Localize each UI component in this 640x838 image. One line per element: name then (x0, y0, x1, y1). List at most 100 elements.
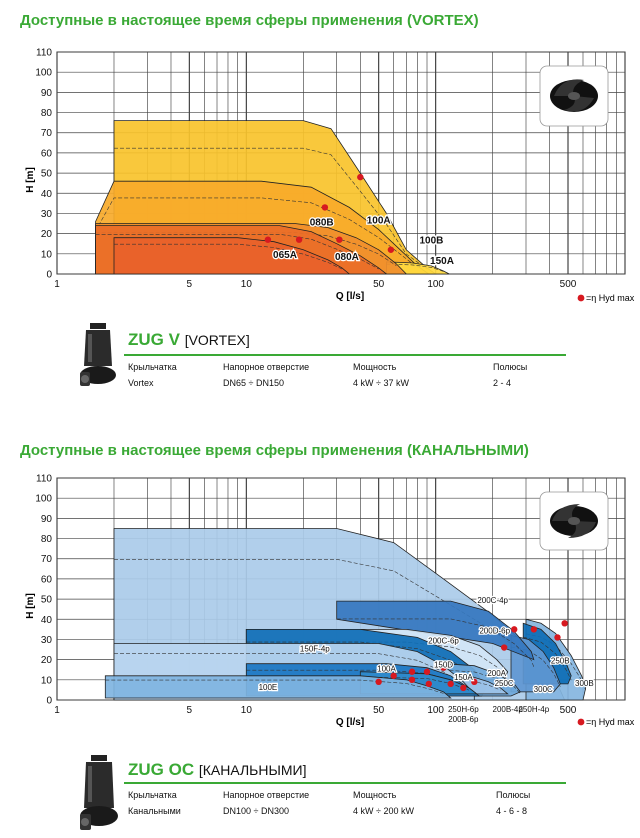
series-label: 100A (367, 216, 391, 227)
product-subtitle: [КАНАЛЬНЫМИ] (198, 762, 307, 778)
series-label: 200B-6p (448, 715, 479, 724)
x-tick-label: 500 (560, 705, 577, 716)
efficiency-point (440, 664, 447, 671)
x-tick-label: 5 (187, 279, 193, 290)
series-curve-100b (95, 197, 418, 268)
efficiency-point (295, 236, 303, 243)
value-power: 4 kW ÷ 200 kW (353, 806, 414, 816)
y-axis-label: H [m] (25, 593, 36, 619)
y-tick-label: 20 (41, 229, 53, 240)
series-curve-250c (443, 669, 521, 694)
series-label: 150A (454, 673, 473, 682)
series-area-200d-6p (336, 600, 535, 661)
efficiency-point (511, 626, 518, 633)
series-label: 080B (310, 218, 334, 229)
y-tick-label: 80 (41, 534, 53, 545)
y-tick-label: 30 (41, 635, 53, 646)
value-outlet: DN65 ÷ DN150 (223, 378, 284, 388)
value-outlet: DN100 ÷ DN300 (223, 806, 289, 816)
efficiency-point (561, 656, 568, 663)
y-tick-label: 100 (35, 68, 52, 79)
efficiency-point (387, 246, 395, 253)
legend: =η Hyd max (577, 293, 635, 303)
series-label: 250C (495, 679, 514, 688)
legend-marker (577, 718, 585, 726)
series-curve-100e (105, 679, 444, 694)
x-tick-label: 100 (427, 705, 444, 716)
series-label: 250B (551, 657, 570, 666)
x-axis-label: Q [l/s] (336, 717, 364, 728)
efficiency-point (390, 672, 397, 679)
y-tick-label: 0 (46, 696, 52, 707)
plot-area: 200C-4p 300B 250B 300C 200D-6p 200C-6p 150F-4p… (35, 474, 626, 724)
pump-zug-v-icon (80, 323, 116, 386)
efficiency-point (500, 644, 508, 651)
series-label: 250H-6p (448, 705, 479, 714)
y-tick-label: 100 (35, 494, 52, 505)
header-impeller: Крыльчатка (128, 362, 177, 372)
x-tick-label: 1 (54, 705, 60, 716)
x-tick-label: 500 (560, 279, 577, 290)
series-area-065a (113, 237, 351, 275)
divider (124, 782, 566, 784)
efficiency-point (530, 626, 538, 633)
value-poles: 2 - 4 (493, 378, 512, 388)
y-tick-label: 40 (41, 189, 53, 200)
series-area-100e (104, 675, 452, 699)
value-power: 4 kW ÷ 37 kW (353, 378, 409, 388)
series-label: 300B (575, 679, 594, 688)
legend: =η Hyd max (577, 717, 635, 727)
y-tick-label: 20 (41, 655, 53, 666)
efficiency-point (561, 620, 568, 627)
series-label: 080A (335, 252, 359, 263)
series-curve-250b (523, 636, 572, 681)
chart-vortex: 100A 100B 150A 080B 080A 065A 0 10 20 30 40 50 60 70 8… (25, 48, 635, 304)
y-tick-label: 50 (41, 595, 53, 606)
header-power: Мощность (353, 362, 397, 372)
y-tick-label: 80 (41, 108, 53, 119)
product-name: ZUG V (128, 330, 180, 349)
efficiency-point (423, 668, 431, 675)
efficiency-point (460, 684, 467, 692)
x-axis-label: Q [l/s] (336, 291, 364, 302)
series-label: 100A (377, 665, 396, 674)
y-tick-label: 60 (41, 148, 53, 159)
y-tick-label: 70 (41, 554, 53, 565)
product-title: ZUG OC [КАНАЛЬНЫМИ] (128, 760, 306, 780)
plot-area: 100A 100B 150A 080B 080A 065A 0 10 20 30 40 50 60 70 8… (35, 48, 626, 290)
efficiency-point (408, 676, 416, 684)
series-label: 250H-4p (518, 705, 549, 714)
value-impeller: Канальными (128, 806, 181, 816)
impeller-vortex-icon (539, 65, 609, 127)
chart-title-channel: Доступные в настоящее время сферы примен… (20, 442, 529, 459)
series-label: 100B (419, 236, 443, 247)
efficiency-point (447, 680, 454, 688)
x-tick-label: 5 (187, 705, 193, 716)
series-label: 150A (430, 256, 454, 267)
efficiency-point (554, 634, 561, 641)
series-curve-080a (95, 234, 379, 270)
y-axis-label: H [m] (25, 167, 36, 193)
impeller-channel-icon (539, 491, 609, 551)
series-curve-200a (435, 678, 501, 691)
pump-zug-oc-icon (80, 755, 118, 830)
header-outlet: Напорное отверстие (223, 790, 310, 800)
product-subtitle: [VORTEX] (184, 332, 250, 348)
header-power: Мощность (353, 790, 397, 800)
series-curve-100a (114, 147, 428, 270)
y-tick-label: 70 (41, 128, 53, 139)
series-label: 100E (259, 683, 278, 692)
series-curve-065a (114, 243, 343, 270)
chart-title-vortex: Доступные в настоящее время сферы примен… (20, 12, 479, 29)
y-tick-label: 10 (41, 675, 53, 686)
x-tick-label: 10 (241, 279, 253, 290)
series-curve-150a (386, 263, 444, 272)
series-label: 200C-4p (477, 596, 508, 605)
y-tick-label: 50 (41, 169, 53, 180)
efficiency-point (471, 678, 478, 686)
y-tick-label: 40 (41, 615, 53, 626)
y-tick-label: 60 (41, 574, 53, 585)
series-label: 150D (434, 661, 453, 670)
header-outlet: Напорное отверстие (223, 362, 310, 372)
y-tick-label: 0 (46, 270, 52, 281)
